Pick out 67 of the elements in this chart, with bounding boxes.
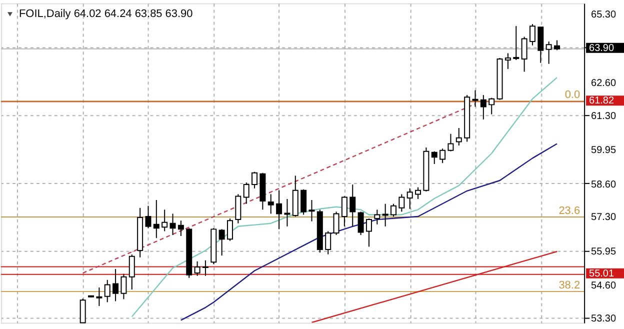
candlestick [521, 36, 528, 72]
y-tick-label: 57.30 [591, 212, 616, 224]
candlestick [504, 52, 511, 70]
candlestick [128, 254, 135, 290]
candlestick [374, 209, 380, 225]
candlestick [472, 90, 478, 108]
y-tick-label: 55.95 [591, 246, 616, 258]
candlestick [406, 188, 413, 210]
candlestick [488, 97, 495, 115]
candlestick [456, 128, 462, 146]
candlestick [382, 203, 388, 227]
candlestick [513, 26, 520, 61]
candlestick [431, 150, 438, 165]
candlestick [194, 260, 200, 276]
candlestick [120, 273, 127, 300]
candlestick [300, 188, 307, 216]
candlestick [308, 200, 315, 222]
candlestick [341, 196, 348, 227]
candlestick [325, 230, 332, 255]
candlestick [235, 194, 242, 224]
candlestick [358, 211, 364, 236]
candlestick [96, 287, 102, 307]
y-tick-label: 53.30 [591, 314, 616, 325]
ref-line-label: 55.01 [589, 268, 614, 280]
candlestick [415, 186, 422, 200]
candlestick [153, 200, 160, 239]
candlestick [226, 218, 233, 242]
y-tick-label: 58.60 [591, 179, 616, 190]
candlestick [218, 228, 225, 256]
candlestick [284, 198, 290, 227]
candlestick [268, 194, 274, 214]
candlestick [252, 171, 258, 189]
candlestick [398, 194, 405, 212]
candlestick [145, 205, 152, 229]
ref-line-label: 63.90 [589, 42, 614, 54]
candlestick [202, 260, 208, 276]
candlestick [546, 41, 552, 64]
candlestick [80, 298, 86, 324]
candlestick [162, 209, 168, 232]
candlestick [276, 190, 282, 230]
candlestick [538, 26, 544, 64]
candlestick [440, 148, 446, 164]
y-tick-label: 54.60 [591, 280, 616, 292]
candlestick [390, 203, 396, 218]
annotation: 38.2 [558, 280, 580, 292]
candlestick [112, 268, 119, 302]
y-tick-label: 61.30 [591, 110, 616, 122]
annotation: 0.0 [564, 89, 580, 102]
candlestick [529, 24, 536, 46]
chart-title: FOIL,Daily 64.02 64.24 63.85 63.90 [18, 8, 193, 20]
candlestick [104, 279, 110, 303]
y-tick-label: 59.95 [591, 145, 616, 156]
candlestick [448, 133, 454, 152]
candlestick [243, 182, 250, 204]
candlestick [366, 218, 372, 248]
candlestick [333, 211, 340, 236]
ref-line-label: 61.82 [589, 96, 614, 107]
y-tick-label: 62.60 [591, 78, 616, 89]
y-tick-label: 65.30 [591, 9, 616, 20]
candlestick [170, 213, 176, 236]
line-series [180, 143, 558, 321]
candlestick [480, 94, 486, 120]
candlestick [178, 220, 184, 237]
candlestick [350, 184, 356, 227]
annotation: 23.6 [558, 205, 580, 218]
line-series [131, 76, 558, 318]
candlestick [554, 40, 560, 51]
